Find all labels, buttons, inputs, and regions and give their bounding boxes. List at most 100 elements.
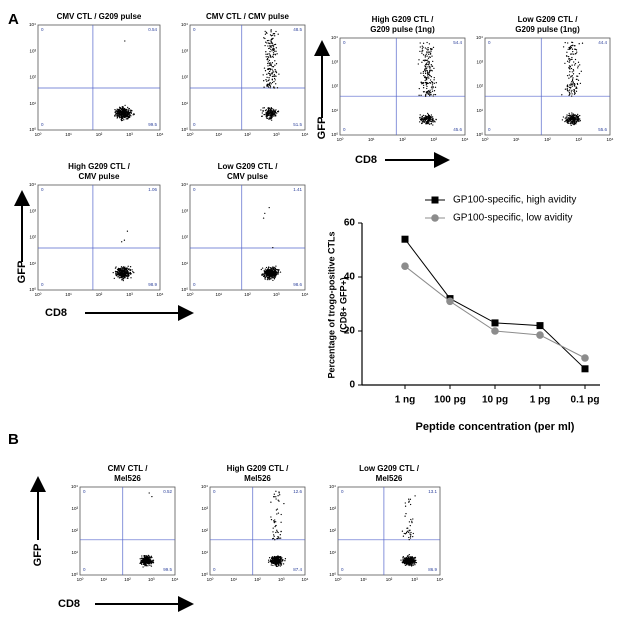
dot <box>428 77 430 79</box>
dot <box>275 83 277 85</box>
dot <box>576 51 578 53</box>
dot <box>418 87 420 90</box>
dot <box>406 559 409 562</box>
dot <box>273 493 275 495</box>
dot <box>133 271 135 274</box>
dot <box>277 560 279 562</box>
dot <box>277 33 279 35</box>
dot <box>430 76 433 78</box>
dot <box>270 271 273 273</box>
dot <box>420 94 422 96</box>
dot <box>404 502 406 504</box>
dot <box>284 558 287 560</box>
dot <box>427 61 429 63</box>
y-tick-label: 10³ <box>29 208 36 213</box>
dot <box>418 94 420 96</box>
dot <box>576 83 579 86</box>
dot <box>123 273 125 275</box>
quadrant-value: 0 <box>83 567 86 572</box>
dot <box>271 557 273 559</box>
dot <box>144 564 146 567</box>
dot <box>428 56 430 58</box>
dot <box>262 74 264 76</box>
dot <box>282 560 284 562</box>
dot <box>114 111 117 113</box>
dot <box>426 121 429 123</box>
plot-title: Low G209 CTL / <box>359 464 420 473</box>
plot-title: High G209 CTL / <box>68 162 130 171</box>
dot <box>268 72 271 75</box>
dot-cloud <box>417 41 437 126</box>
dot <box>278 500 280 502</box>
dot <box>125 118 127 120</box>
dot <box>269 62 271 64</box>
dot <box>425 62 428 64</box>
dot <box>129 268 131 271</box>
dot <box>275 50 277 52</box>
quadrant-value: 51.5 <box>293 122 302 127</box>
dot <box>278 564 280 567</box>
dot <box>431 82 434 84</box>
dot <box>129 269 131 272</box>
quadrant-value: 98.6 <box>293 282 302 287</box>
dot <box>572 68 574 71</box>
dot <box>266 273 268 275</box>
y-axis-label: (CD8+ GFP+) <box>338 277 348 333</box>
dot <box>573 53 575 55</box>
dot <box>120 272 122 274</box>
dot <box>269 268 271 271</box>
dot <box>572 83 574 85</box>
dot <box>273 77 276 80</box>
dot <box>270 108 272 111</box>
dot <box>569 84 571 86</box>
dot <box>571 79 574 82</box>
quadrant-value: 99.5 <box>148 122 157 127</box>
dot <box>280 564 283 566</box>
dot <box>428 118 430 120</box>
dot <box>276 513 278 515</box>
dot <box>269 113 271 115</box>
dot <box>574 117 577 119</box>
marker <box>401 235 409 243</box>
dot <box>425 121 428 123</box>
dot <box>574 53 577 55</box>
dot <box>569 89 571 91</box>
dot <box>571 48 574 50</box>
dot <box>148 555 150 558</box>
dot <box>425 69 427 71</box>
dot <box>573 64 576 66</box>
dot <box>431 65 434 67</box>
dot <box>571 120 573 123</box>
quadrant-value: 45.6 <box>453 127 462 132</box>
dot <box>272 537 275 540</box>
dot <box>116 274 118 276</box>
dot <box>574 58 577 61</box>
x-tick-label: 10⁰ <box>187 292 194 297</box>
dot <box>122 269 125 271</box>
dot <box>269 47 271 49</box>
dot <box>577 113 579 116</box>
dot <box>569 66 571 68</box>
dot <box>276 87 279 89</box>
dot <box>422 84 425 87</box>
dot <box>409 498 412 500</box>
dot <box>272 279 274 282</box>
dot <box>260 109 262 111</box>
dot <box>266 269 268 271</box>
dot <box>428 93 431 95</box>
y-tick-label: 10⁴ <box>29 22 36 27</box>
dot <box>265 56 267 58</box>
dot <box>115 272 117 275</box>
dot <box>272 44 274 46</box>
x-tick-label: 10⁰ <box>35 132 42 137</box>
dot <box>143 555 146 557</box>
dot <box>266 114 268 116</box>
dot <box>262 274 264 276</box>
dot <box>427 46 429 49</box>
dot <box>262 217 265 219</box>
dot-cloud <box>400 495 418 567</box>
dot <box>432 124 434 126</box>
dot <box>275 75 277 77</box>
dot <box>428 51 431 53</box>
dot <box>275 63 278 65</box>
